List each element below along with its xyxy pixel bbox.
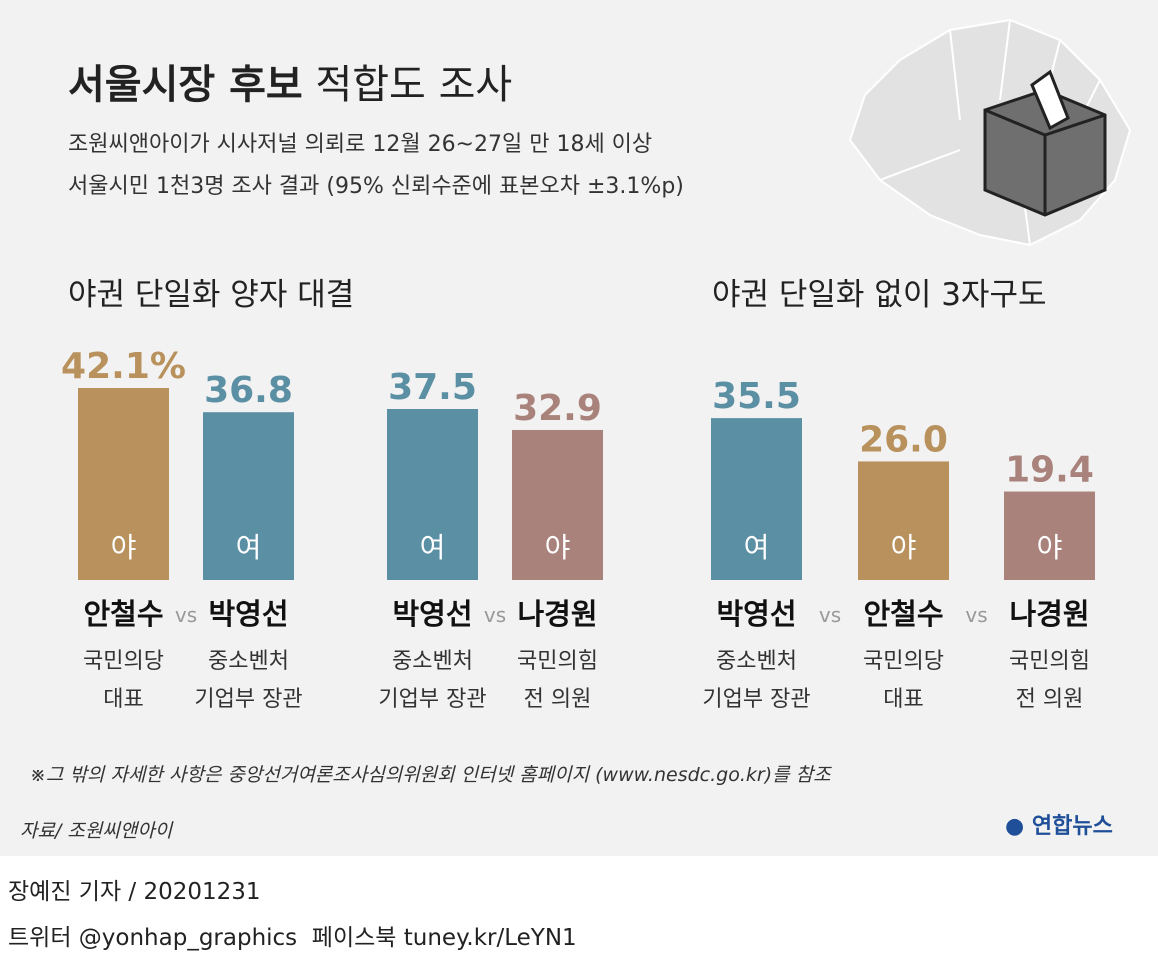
value-label: 42.1% xyxy=(61,346,186,387)
bar xyxy=(711,418,802,580)
candidate-description: 기업부 장관 xyxy=(378,687,486,712)
side-label: 야 xyxy=(111,531,137,564)
candidate-name: 안철수 xyxy=(83,597,163,631)
social: 트위터 @yonhap_graphics 페이스북 tuney.kr/LeYN1 xyxy=(8,925,577,951)
candidate-description: 기업부 장관 xyxy=(194,687,302,712)
vs-label: vs xyxy=(484,603,506,627)
side-label: 야 xyxy=(891,531,917,564)
vs-label: vs xyxy=(175,603,197,627)
candidate-name: 나경원 xyxy=(1009,597,1089,631)
candidate-name: 박영선 xyxy=(392,597,472,631)
subtitle: 서울시민 1천3명 조사 결과 (95% 신뢰수준에 표본오차 ±3.1%p) xyxy=(68,174,684,199)
section-title: 야권 단일화 양자 대결 xyxy=(68,277,354,313)
title-bold: 서울시장 후보 xyxy=(68,62,303,108)
bar xyxy=(1004,491,1095,580)
section-title: 야권 단일화 없이 3자구도 xyxy=(712,277,1046,313)
candidate-name: 나경원 xyxy=(517,597,597,631)
candidate-description: 기업부 장관 xyxy=(702,687,810,712)
source: 자료/ 조원씨앤아이 xyxy=(20,820,173,842)
note: ※그 밖의 자세한 사항은 중앙선거여론조사심의위원회 인터넷 홈페이지 (ww… xyxy=(30,764,831,786)
vs-label: vs xyxy=(819,603,841,627)
candidate-description: 전 의원 xyxy=(1016,687,1084,712)
title: 서울시장 후보 적합도 조사 xyxy=(68,52,512,110)
value-label: 19.4 xyxy=(1005,450,1094,491)
candidate-description: 전 의원 xyxy=(524,687,592,712)
value-label: 26.0 xyxy=(859,419,948,460)
bar xyxy=(78,388,169,580)
candidate-description: 중소벤처 xyxy=(392,649,473,674)
side-label: 야 xyxy=(1037,531,1063,564)
value-label: 36.8 xyxy=(204,370,293,411)
candidate-name: 박영선 xyxy=(208,597,288,631)
map-illustration xyxy=(848,18,1132,247)
candidate-description: 대표 xyxy=(103,687,143,712)
side-label: 여 xyxy=(744,531,770,564)
candidate-name: 박영선 xyxy=(716,597,796,631)
side-label: 야 xyxy=(545,531,571,564)
candidate-description: 중소벤처 xyxy=(208,649,289,674)
logo-text: 연합뉴스 xyxy=(1031,814,1113,839)
byline: 장예진 기자 / 20201231 xyxy=(8,879,261,905)
logo: ● 연합뉴스 xyxy=(1005,814,1113,839)
candidate-description: 국민의당 xyxy=(863,649,944,674)
bar xyxy=(203,412,294,580)
candidate-description: 국민의힘 xyxy=(517,649,598,674)
subtitle: 조원씨앤아이가 시사저널 의뢰로 12월 26~27일 만 18세 이상 xyxy=(68,132,653,157)
side-label: 여 xyxy=(420,531,446,564)
candidate-name: 안철수 xyxy=(863,597,943,631)
value-label: 32.9 xyxy=(513,388,602,429)
candidate-description: 중소벤처 xyxy=(716,649,797,674)
value-label: 37.5 xyxy=(388,367,477,408)
bar xyxy=(512,429,603,580)
candidate-description: 국민의힘 xyxy=(1009,649,1090,674)
value-label: 35.5 xyxy=(712,376,801,417)
side-label: 여 xyxy=(236,531,262,564)
candidate-description: 대표 xyxy=(883,687,923,712)
title-rest: 적합도 조사 xyxy=(315,62,513,108)
bar xyxy=(858,461,949,580)
vs-label: vs xyxy=(965,603,987,627)
candidate-description: 국민의당 xyxy=(83,649,164,674)
bar xyxy=(387,409,478,580)
